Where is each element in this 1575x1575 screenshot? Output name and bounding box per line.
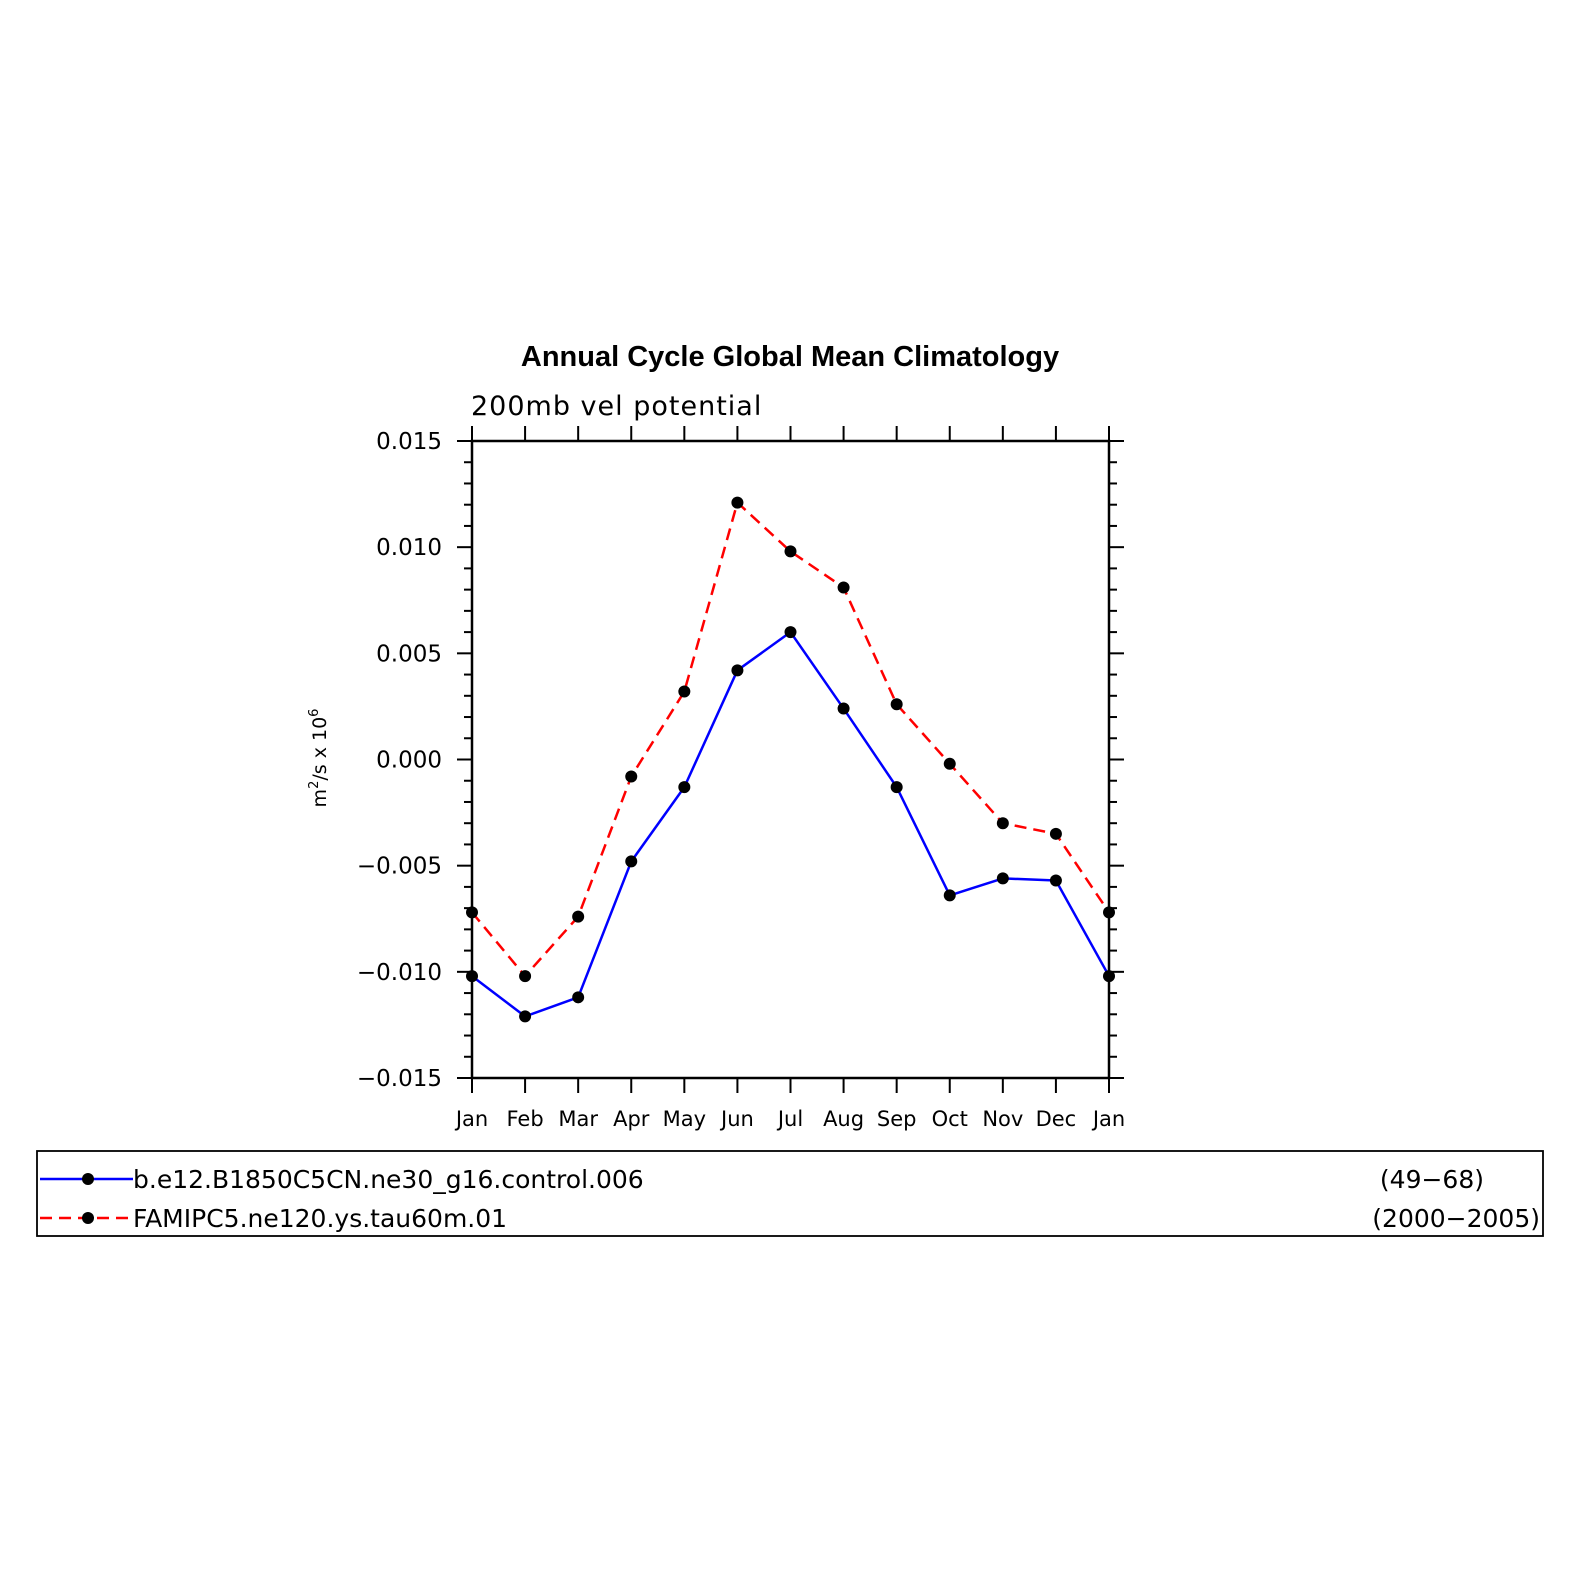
series-points (466, 496, 1115, 1023)
x-tick-labels: Jan Feb Mar Apr May Jun Jul Aug Sep Oct Nov Dec Jan (454, 1107, 1125, 1131)
data-point-series-1 (678, 781, 691, 794)
x-tick-label: Oct (932, 1107, 968, 1131)
y-tick-label: 0.015 (376, 429, 442, 455)
y-tick-label: −0.015 (357, 1066, 442, 1092)
x-tick-label: Aug (823, 1107, 864, 1131)
data-point-series-2 (784, 545, 797, 558)
series-line-2 (471, 501, 1111, 978)
legend-years-1: (49−68) (1380, 1165, 1484, 1194)
y-tick-label: 0.005 (376, 641, 442, 667)
data-point-series-1 (731, 664, 744, 677)
legend-marker-2 (82, 1212, 94, 1224)
chart-subtitle: 200mb vel potential (471, 391, 762, 422)
legend-label-1: b.e12.B1850C5CN.ne30_g16.control.006 (133, 1165, 644, 1194)
series-lines (471, 501, 1111, 1018)
series-line-1 (471, 630, 1111, 1018)
x-tick-label: Jun (719, 1107, 754, 1131)
data-point-series-1 (519, 1010, 532, 1023)
data-point-series-2 (996, 817, 1009, 830)
data-point-series-1 (996, 872, 1009, 885)
data-point-series-2 (519, 970, 532, 983)
data-point-series-2 (890, 698, 903, 711)
legend-label-2: FAMIPC5.ne120.ys.tau60m.01 (133, 1204, 507, 1233)
data-point-series-2 (572, 910, 585, 923)
data-point-series-1 (837, 702, 850, 715)
x-tick-label: Nov (982, 1107, 1023, 1131)
y-tick-label: −0.010 (357, 960, 442, 986)
y-tick-label: 0.000 (376, 748, 442, 774)
x-tick-label: Dec (1036, 1107, 1077, 1131)
chart-title: Annual Cycle Global Mean Climatology (521, 341, 1059, 373)
data-point-series-2 (837, 581, 850, 594)
x-tick-label: Feb (506, 1107, 543, 1131)
data-point-series-2 (678, 685, 691, 698)
legend-years-2: (2000−2005) (1372, 1204, 1540, 1233)
x-tick-label: May (663, 1107, 706, 1131)
y-tick-label: −0.005 (357, 854, 442, 880)
y-axis-label: m2/s x 106 (307, 709, 331, 808)
data-point-series-2 (1049, 827, 1062, 840)
legend: b.e12.B1850C5CN.ne30_g16.control.006 (49−… (36, 1150, 1544, 1237)
data-point-series-2 (731, 496, 744, 509)
x-tick-label: Apr (613, 1107, 650, 1131)
plot-frame (470, 439, 1111, 1080)
data-point-series-1 (625, 855, 638, 868)
y-tick-labels: −0.015 −0.010 −0.005 0.000 0.005 0.010 0.015 (357, 429, 442, 1092)
x-tick-label: Sep (877, 1107, 917, 1131)
x-tick-label: Jan (454, 1107, 488, 1131)
axis-ticks (457, 426, 1124, 1093)
data-point-series-1 (572, 991, 585, 1004)
x-tick-label: Jan (1091, 1107, 1125, 1131)
data-point-series-1 (943, 889, 956, 902)
data-point-series-1 (1049, 874, 1062, 887)
legend-marker-1 (82, 1173, 94, 1185)
legend-box (36, 1150, 1544, 1237)
x-tick-label: Mar (558, 1107, 598, 1131)
data-point-series-1 (890, 781, 903, 794)
data-point-series-2 (943, 757, 956, 770)
x-tick-label: Jul (776, 1107, 803, 1131)
data-point-series-1 (784, 626, 797, 639)
data-point-series-2 (625, 770, 638, 783)
y-tick-label: 0.010 (376, 535, 442, 561)
